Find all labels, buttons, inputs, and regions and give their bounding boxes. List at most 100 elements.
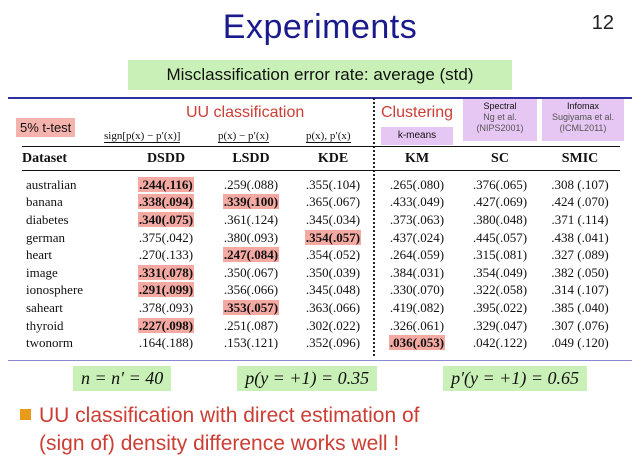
dataset-name: banana — [26, 194, 63, 210]
table-cell: .326(.061) — [374, 317, 460, 335]
uu-classification-header: UU classification — [186, 104, 305, 121]
table-cell: .438 (.041) — [540, 229, 620, 247]
cell-value: .350(.039) — [305, 264, 361, 280]
param-sample-size: n = n′ = 40 — [72, 366, 172, 391]
table-cell: .329(.047) — [460, 317, 540, 335]
cell-value: .384(.031) — [389, 264, 445, 280]
table-cell: .264(.059) — [374, 246, 460, 264]
table-cell: .227(.098) — [122, 317, 210, 335]
table-row: thyroid .227(.098) .251(.087) .302(.022) .32… — [22, 317, 620, 335]
subtitle-banner: Misclassification error rate: average (s… — [128, 60, 512, 90]
ttest-label: 5% t-test — [16, 118, 76, 137]
table-cell: .314 (.107) — [540, 282, 620, 300]
slide-title: Experiments — [222, 8, 418, 46]
header-lsdd: LSDD — [232, 151, 270, 166]
cell-value: .395(.022) — [472, 299, 528, 315]
subtitle-text: Misclassification error rate: average (s… — [166, 65, 474, 84]
cell-value: .353(.057) — [222, 299, 280, 315]
table-cell: .376(.065) — [460, 171, 540, 194]
cell-value: .361(.124) — [223, 211, 279, 227]
table-row: saheart .378(.093) .353(.057) .363(.066) .41… — [22, 299, 620, 317]
table-cell: .270(.133) — [122, 246, 210, 264]
table-cell: .355(.104) — [292, 171, 374, 194]
cell-value: .437(.024) — [389, 229, 445, 245]
table-cell: .380(.048) — [460, 211, 540, 229]
cell-value: .345(.048) — [305, 282, 361, 298]
table-cell: .345(.048) — [292, 282, 374, 300]
table-row: heart .270(.133) .247(.084) .354(.052) .264(… — [22, 246, 620, 264]
dataset-name: diabetes — [26, 211, 69, 227]
table-row: diabetes .340(.075) .361(.124) .345(.034) .3… — [22, 211, 620, 229]
table-cell: .049 (.120) — [540, 334, 620, 352]
table-cell: .361(.124) — [210, 211, 292, 229]
spectral-authors: Ng et al. — [483, 112, 517, 122]
cell-value: .264(.059) — [389, 247, 445, 263]
param-prior: p(y = +1) = 0.35 — [237, 366, 378, 391]
cell-value: .308 (.107) — [551, 176, 609, 192]
infomax-authors: Sugiyama et al. — [551, 112, 615, 122]
cell-value: .380(.048) — [472, 211, 528, 227]
cell-value: .307 (.076) — [551, 317, 609, 333]
table-cell: .350(.067) — [210, 264, 292, 282]
cell-value: .338(.094) — [137, 194, 195, 210]
cell-value: .350(.067) — [223, 264, 279, 280]
table-cell: .353(.057) — [210, 299, 292, 317]
table-cell: .291(.099) — [122, 282, 210, 300]
top-divider — [8, 97, 632, 99]
header-smic: SMIC — [561, 151, 599, 166]
table-header-row: Dataset DSDD LSDD KDE KM SC SMIC — [22, 146, 620, 171]
infomax-box: Infomax Sugiyama et al. (ICML2011) — [542, 99, 624, 141]
table-cell: .259(.088) — [210, 171, 292, 194]
page-number: 12 — [591, 12, 614, 34]
table-row: banana .338(.094) .339(.100) .365(.067) .433… — [22, 194, 620, 212]
parameter-row: n = n′ = 40 p(y = +1) = 0.35 p′(y = +1) … — [40, 366, 620, 391]
spectral-venue: (NIPS2001) — [476, 123, 524, 133]
header-dataset: Dataset — [22, 151, 68, 166]
bullet-icon — [20, 409, 31, 420]
cell-value: .330(.070) — [389, 282, 445, 298]
spectral-box: Spectral Ng et al. (NIPS2001) — [463, 99, 537, 141]
table-cell: .356(.066) — [210, 282, 292, 300]
cell-value: .419(.082) — [389, 299, 445, 315]
table-cell: .445(.057) — [460, 229, 540, 247]
table-cell: .244(.116) — [122, 171, 210, 194]
table-cell: .365(.067) — [292, 194, 374, 212]
table-cell: .419(.082) — [374, 299, 460, 317]
cell-value: .363(.066) — [305, 299, 361, 315]
kde-formula: p(x), p′(x) — [306, 130, 351, 143]
group-divider — [373, 98, 375, 356]
table-cell: .322(.058) — [460, 282, 540, 300]
cell-value: .036(.053) — [388, 335, 446, 351]
table-cell: .395(.022) — [460, 299, 540, 317]
dataset-name: german — [26, 229, 65, 245]
dataset-name: ionosphere — [26, 282, 84, 298]
table-cell: .265(.080) — [374, 171, 460, 194]
cell-value: .331(.078) — [137, 264, 195, 280]
table-cell: .354(.052) — [292, 246, 374, 264]
table-cell: .380(.093) — [210, 229, 292, 247]
cell-value: .322(.058) — [472, 282, 528, 298]
table-cell: .427(.069) — [460, 194, 540, 212]
dataset-name: australian — [26, 176, 77, 192]
cell-value: .356(.066) — [223, 282, 279, 298]
cell-value: .445(.057) — [472, 229, 528, 245]
lsdd-formula: p(x) − p′(x) — [218, 130, 269, 143]
cell-value: .315(.081) — [472, 247, 528, 263]
cell-value: .164(.188) — [138, 335, 194, 351]
bottom-divider — [8, 360, 632, 361]
dataset-name: thyroid — [26, 317, 64, 333]
table-row: ionosphere .291(.099) .356(.066) .345(.048)… — [22, 282, 620, 300]
table-cell: .345(.034) — [292, 211, 374, 229]
table-cell: .437(.024) — [374, 229, 460, 247]
cell-value: .438 (.041) — [551, 229, 609, 245]
param-prior-prime: p′(y = +1) = 0.65 — [443, 366, 587, 391]
cell-value: .265(.080) — [389, 176, 445, 192]
dataset-name: heart — [26, 247, 52, 263]
table-cell: .327 (.089) — [540, 246, 620, 264]
cell-value: .259(.088) — [223, 176, 279, 192]
table-cell: .373(.063) — [374, 211, 460, 229]
cell-value: .302(.022) — [305, 317, 361, 333]
cell-value: .355(.104) — [305, 176, 361, 192]
table-cell: .302(.022) — [292, 317, 374, 335]
header-km: KM — [404, 151, 430, 166]
